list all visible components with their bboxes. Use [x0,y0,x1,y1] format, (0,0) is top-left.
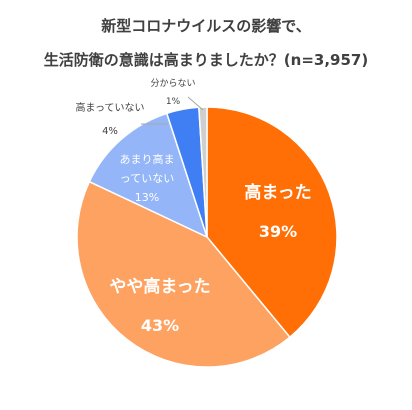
slice-value-takamatteinai: 4% [102,126,118,137]
slice-label-wakaranai: 分からない [150,78,195,89]
slice-label-takamatteinai: 高まっていない [75,101,144,114]
slice-value-takamatta: 39% [259,222,297,241]
leader-line-wakaranai [187,96,204,111]
chart-title-line-2: 生活防衛の意識は高まりましたか？(n=3,957) [43,51,369,69]
slice-value-amari-takamatteinai: 13% [135,191,159,204]
slice-label-takamatta: 高まった [244,182,311,203]
slice-label-yaya-takamatta: やや高まった [109,276,210,297]
pie-slice-wakaranai [198,106,208,238]
slice-label-amari-takamatteinai: あまり高まっていない [120,152,175,185]
chart-title-line-1: 新型コロナウイルスの影響で、 [101,17,311,35]
pie-slice-yaya-takamatta [76,180,291,368]
slice-value-wakaranai: 1% [166,97,181,107]
pie-slice-takamatta [206,106,338,339]
pie-slice-amari-takamatteinai [88,112,209,239]
slice-value-yaya-takamatta: 43% [141,316,179,335]
